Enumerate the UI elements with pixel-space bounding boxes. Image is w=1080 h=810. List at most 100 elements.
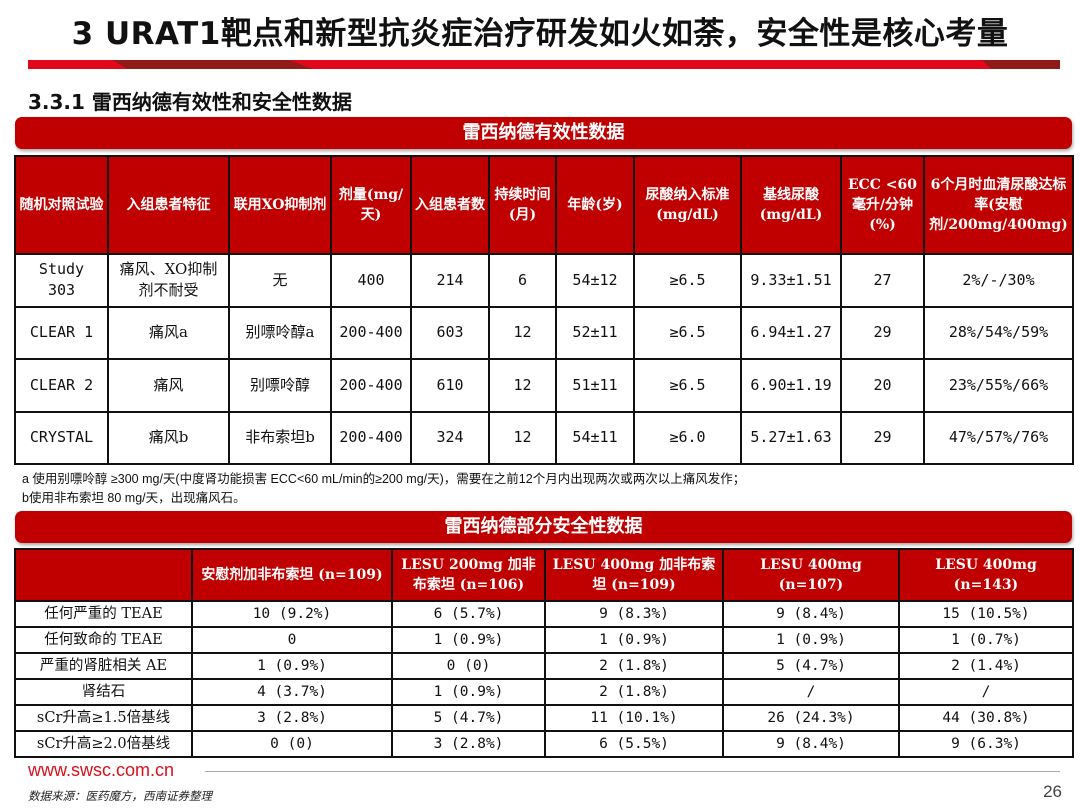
col-header-event bbox=[14, 548, 193, 602]
cell-ecc: 29 bbox=[840, 305, 925, 360]
efficacy-banner: 雷西纳德有效性数据 bbox=[15, 117, 1072, 149]
cell-age: 54±12 bbox=[555, 253, 635, 308]
footer-website-link[interactable]: www.swsc.com.cn bbox=[28, 760, 175, 780]
cell-response-rate: 23%/55%/66% bbox=[923, 358, 1074, 413]
cell-dose: 200-400 bbox=[330, 305, 412, 360]
cell-trial: CLEAR 2 bbox=[14, 358, 109, 413]
cell-value: 0 bbox=[191, 626, 393, 654]
col-header-baseline-ua: 基线尿酸(mg/dL) bbox=[740, 155, 842, 255]
efficacy-table: 随机对照试验 入组患者特征 联用XO抑制剂 剂量(mg/天) 入组患者数 持续时… bbox=[14, 155, 1074, 465]
cell-dose: 400 bbox=[330, 253, 412, 308]
cell-ua-criteria: ≥6.5 bbox=[633, 358, 742, 413]
cell-features: 痛风a bbox=[107, 305, 230, 360]
footnote-a: a 使用别嘌呤醇 ≥300 mg/天(中度肾功能损害 ECC<60 mL/min… bbox=[22, 472, 746, 486]
cell-baseline-ua: 6.94±1.27 bbox=[740, 305, 842, 360]
col-header-lesu400-n107: LESU 400mg (n=107) bbox=[722, 548, 900, 602]
cell-trial: CRYSTAL bbox=[14, 410, 109, 465]
table-row: 任何致命的 TEAE 0 1 (0.9%) 1 (0.9%) 1 (0.9%) … bbox=[14, 626, 1074, 654]
col-header-duration: 持续时间(月) bbox=[488, 155, 557, 255]
cell-ecc: 29 bbox=[840, 410, 925, 465]
cell-dose: 200-400 bbox=[330, 410, 412, 465]
cell-xo: 无 bbox=[228, 253, 332, 308]
cell-response-rate: 2%/-/30% bbox=[923, 253, 1074, 308]
col-header-response-rate: 6个月时血清尿酸达标率(安慰剂/200mg/400mg) bbox=[923, 155, 1074, 255]
cell-value: 3 (2.8%) bbox=[191, 704, 393, 732]
cell-duration: 12 bbox=[488, 305, 557, 360]
cell-features: 痛风 bbox=[107, 358, 230, 413]
efficacy-header-row: 随机对照试验 入组患者特征 联用XO抑制剂 剂量(mg/天) 入组患者数 持续时… bbox=[14, 155, 1074, 255]
page-number: 26 bbox=[1043, 782, 1062, 801]
row-label: 任何致命的 TEAE bbox=[14, 626, 193, 654]
col-header-age: 年龄(岁) bbox=[555, 155, 635, 255]
row-label: sCr升高≥2.0倍基线 bbox=[14, 730, 193, 758]
safety-banner: 雷西纳德部分安全性数据 bbox=[15, 511, 1072, 543]
col-header-trial: 随机对照试验 bbox=[14, 155, 109, 255]
cell-value: / bbox=[898, 678, 1074, 706]
col-header-lesu400-n143: LESU 400mg (n=143) bbox=[898, 548, 1074, 602]
cell-enrolled: 603 bbox=[410, 305, 490, 360]
col-header-placebo-febuxostat: 安慰剂加非布索坦 (n=109) bbox=[191, 548, 393, 602]
page-title: 3 URAT1靶点和新型抗炎症治疗研发如火如荼，安全性是核心考量 bbox=[71, 16, 1009, 52]
cell-value: 6 (5.7%) bbox=[391, 600, 546, 628]
row-label: 严重的肾脏相关 AE bbox=[14, 652, 193, 680]
table-row: CRYSTAL 痛风b 非布索坦b 200-400 324 12 54±11 ≥… bbox=[14, 410, 1074, 465]
cell-ecc: 20 bbox=[840, 358, 925, 413]
col-header-lesu400-febuxostat: LESU 400mg 加非布索坦 (n=109) bbox=[544, 548, 724, 602]
safety-table: 安慰剂加非布索坦 (n=109) LESU 200mg 加非布索坦 (n=106… bbox=[14, 548, 1074, 758]
cell-duration: 6 bbox=[488, 253, 557, 308]
table-row: sCr升高≥2.0倍基线 0 (0) 3 (2.8%) 6 (5.5%) 9 (… bbox=[14, 730, 1074, 758]
row-label: 任何严重的 TEAE bbox=[14, 600, 193, 628]
cell-value: 2 (1.4%) bbox=[898, 652, 1074, 680]
cell-features: 痛风、XO抑制剂不耐受 bbox=[107, 253, 230, 308]
cell-value: 1 (0.9%) bbox=[391, 626, 546, 654]
col-header-lesu200-febuxostat: LESU 200mg 加非布索坦 (n=106) bbox=[391, 548, 546, 602]
cell-duration: 12 bbox=[488, 410, 557, 465]
table-row: 严重的肾脏相关 AE 1 (0.9%) 0 (0) 2 (1.8%) 5 (4.… bbox=[14, 652, 1074, 680]
cell-value: 9 (8.3%) bbox=[544, 600, 724, 628]
cell-value: 9 (8.4%) bbox=[722, 730, 900, 758]
cell-value: 1 (0.9%) bbox=[722, 626, 900, 654]
cell-age: 52±11 bbox=[555, 305, 635, 360]
cell-xo: 别嘌呤醇 bbox=[228, 358, 332, 413]
cell-enrolled: 610 bbox=[410, 358, 490, 413]
col-header-xo-inhibitor: 联用XO抑制剂 bbox=[228, 155, 332, 255]
cell-trial: CLEAR 1 bbox=[14, 305, 109, 360]
cell-value: / bbox=[722, 678, 900, 706]
cell-value: 2 (1.8%) bbox=[544, 652, 724, 680]
cell-enrolled: 214 bbox=[410, 253, 490, 308]
cell-value: 0 (0) bbox=[391, 652, 546, 680]
cell-age: 54±11 bbox=[555, 410, 635, 465]
cell-value: 1 (0.9%) bbox=[544, 626, 724, 654]
footnotes: a 使用别嘌呤醇 ≥300 mg/天(中度肾功能损害 ECC<60 mL/min… bbox=[22, 470, 745, 508]
table-row: 任何严重的 TEAE 10 (9.2%) 6 (5.7%) 9 (8.3%) 9… bbox=[14, 600, 1074, 628]
cell-value: 1 (0.7%) bbox=[898, 626, 1074, 654]
row-label: sCr升高≥1.5倍基线 bbox=[14, 704, 193, 732]
footnote-b: b使用非布索坦 80 mg/天，出现痛风石。 bbox=[22, 491, 246, 505]
footer-data-source: 数据来源：医药魔方，西南证券整理 bbox=[28, 789, 212, 803]
cell-ecc: 27 bbox=[840, 253, 925, 308]
cell-age: 51±11 bbox=[555, 358, 635, 413]
cell-xo: 别嘌呤醇a bbox=[228, 305, 332, 360]
title-divider-stripe bbox=[28, 60, 1060, 69]
cell-value: 0 (0) bbox=[191, 730, 393, 758]
cell-value: 3 (2.8%) bbox=[391, 730, 546, 758]
cell-value: 10 (9.2%) bbox=[191, 600, 393, 628]
cell-xo: 非布索坦b bbox=[228, 410, 332, 465]
table-row: Study 303 痛风、XO抑制剂不耐受 无 400 214 6 54±12 … bbox=[14, 253, 1074, 308]
cell-duration: 12 bbox=[488, 358, 557, 413]
cell-enrolled: 324 bbox=[410, 410, 490, 465]
safety-header-row: 安慰剂加非布索坦 (n=109) LESU 200mg 加非布索坦 (n=106… bbox=[14, 548, 1074, 602]
cell-value: 26 (24.3%) bbox=[722, 704, 900, 732]
cell-ua-criteria: ≥6.5 bbox=[633, 253, 742, 308]
cell-baseline-ua: 6.90±1.19 bbox=[740, 358, 842, 413]
cell-value: 1 (0.9%) bbox=[391, 678, 546, 706]
row-label: 肾结石 bbox=[14, 678, 193, 706]
col-header-enrolled: 入组患者数 bbox=[410, 155, 490, 255]
cell-baseline-ua: 5.27±1.63 bbox=[740, 410, 842, 465]
cell-response-rate: 47%/57%/76% bbox=[923, 410, 1074, 465]
cell-value: 6 (5.5%) bbox=[544, 730, 724, 758]
col-header-ua-criteria: 尿酸纳入标准(mg/dL) bbox=[633, 155, 742, 255]
cell-features: 痛风b bbox=[107, 410, 230, 465]
cell-ua-criteria: ≥6.0 bbox=[633, 410, 742, 465]
cell-value: 11 (10.1%) bbox=[544, 704, 724, 732]
